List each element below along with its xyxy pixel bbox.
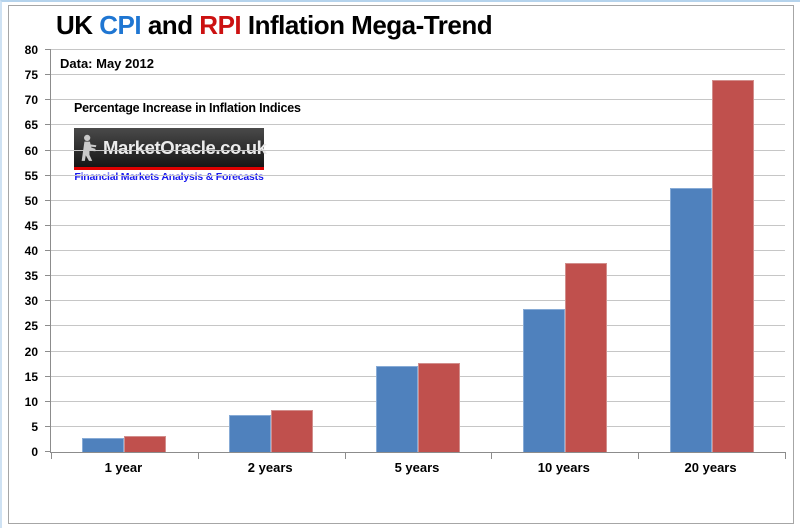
- title-part-uk: UK: [56, 10, 100, 40]
- chart-frame: [8, 5, 794, 524]
- y-tick-75: [45, 74, 51, 76]
- gridline-55: [51, 174, 785, 176]
- bar-rpi-20-years: [711, 80, 754, 452]
- x-axis-label-20-years: 20 years: [684, 460, 737, 475]
- y-axis-label-40: 40: [24, 244, 38, 258]
- bar-rpi-5-years: [417, 362, 460, 452]
- chart-subtitle: Percentage Increase in Inflation Indices: [74, 101, 301, 115]
- bar-rpi-10-years: [564, 263, 607, 452]
- y-tick-60: [45, 149, 51, 151]
- bar-group-1-year: [51, 50, 198, 452]
- logo-tagline: Financial Markets Analysis & Forecasts: [74, 171, 264, 183]
- x-axis: 1 year 2 years 5 years 10 years 20 years: [50, 460, 784, 475]
- y-axis-label-80: 80: [24, 43, 38, 57]
- y-tick-55: [45, 174, 51, 176]
- y-tick-25: [45, 325, 51, 327]
- y-axis-label-45: 45: [24, 218, 38, 233]
- gridline-50: [51, 199, 785, 201]
- title-part-rest: Inflation Mega-Trend: [241, 10, 493, 40]
- y-axis-label-60: 60: [24, 143, 38, 158]
- gridline-45: [51, 224, 785, 226]
- y-axis-label-5: 5: [31, 419, 38, 434]
- gridline-20: [51, 350, 785, 352]
- y-axis-label-10: 10: [24, 394, 38, 409]
- y-tick-80: [45, 49, 51, 50]
- x-axis-label-1-year: 1 year: [104, 460, 143, 475]
- bar-group-5-years: [345, 50, 492, 452]
- y-tick-40: [45, 250, 51, 251]
- plot-area: [45, 49, 786, 459]
- y-axis-label-30: 30: [24, 294, 38, 309]
- bar-cpi-2-years: [229, 414, 272, 452]
- y-tick-15: [45, 375, 51, 377]
- bar-group-2-years: [198, 50, 345, 452]
- gridline-35: [51, 275, 785, 277]
- title-part-cpi: CPI: [99, 10, 142, 40]
- y-tick-70: [45, 99, 51, 101]
- bar-group-10-years: [491, 50, 638, 452]
- gridline-65: [51, 124, 785, 126]
- y-tick-10: [45, 400, 51, 402]
- x-axis-tick-2: [344, 452, 346, 459]
- y-axis-label-75: 75: [24, 68, 38, 83]
- data-date-label: Data: May 2012: [60, 56, 154, 71]
- x-axis-tick-4: [638, 452, 640, 459]
- y-axis-label-20: 20: [24, 344, 38, 359]
- y-axis-label-15: 15: [24, 369, 38, 384]
- y-axis-label-70: 70: [24, 93, 38, 108]
- y-tick-35: [45, 275, 51, 277]
- y-tick-5: [45, 425, 51, 427]
- gridline-25: [51, 325, 785, 327]
- statue-icon: [81, 134, 97, 161]
- y-axis-label-65: 65: [24, 118, 38, 133]
- x-axis-tick-3: [491, 452, 493, 459]
- x-axis-label-5-years: 5 years: [394, 460, 440, 475]
- marketoracle-logo: MarketOracle.co.uk Financial Markets Ana…: [74, 128, 267, 183]
- title-part-rpi: RPI: [199, 10, 242, 40]
- gridline-30: [51, 300, 785, 302]
- x-axis-label-10-years: 10 years: [537, 460, 590, 475]
- x-axis-tick-5: [785, 452, 786, 459]
- bar-rpi-1-year: [124, 436, 167, 452]
- x-axis-tick-1: [197, 452, 199, 459]
- y-axis-label-35: 35: [24, 269, 38, 284]
- y-tick-45: [45, 224, 51, 226]
- y-tick-20: [45, 350, 51, 352]
- logo-underline: [74, 167, 264, 170]
- bar-cpi-20-years: [669, 188, 712, 452]
- y-axis: 0 5 10 15 20 25 30 35 40 45 50 55 60 65 70 75 80: [2, 43, 44, 459]
- x-axis-tick-0: [51, 452, 52, 459]
- y-axis-label-55: 55: [24, 168, 38, 183]
- logo-text: MarketOracle.co.uk: [103, 136, 267, 158]
- y-tick-50: [45, 199, 51, 201]
- chart-title: UK CPI and RPI Inflation Mega-Trend: [56, 10, 493, 41]
- y-axis-label-50: 50: [24, 193, 38, 208]
- bar-cpi-5-years: [375, 365, 418, 452]
- title-part-and: and: [141, 10, 200, 40]
- bar-cpi-10-years: [522, 309, 565, 452]
- y-axis-label-25: 25: [24, 319, 38, 334]
- bar-group-20-years: [638, 50, 785, 452]
- y-tick-0: [45, 451, 51, 452]
- bar-cpi-1-year: [82, 437, 125, 452]
- y-tick-30: [45, 300, 51, 302]
- gridline-40: [51, 250, 785, 251]
- bar-rpi-2-years: [271, 409, 314, 452]
- y-tick-65: [45, 124, 51, 126]
- gridline-60: [51, 149, 785, 151]
- y-axis-label-0: 0: [31, 445, 38, 459]
- x-axis-label-2-years: 2 years: [247, 460, 293, 475]
- logo-box: MarketOracle.co.uk: [74, 128, 267, 167]
- gridline-70: [51, 99, 785, 101]
- gridline-75: [51, 74, 785, 76]
- gridline-80: [51, 49, 785, 50]
